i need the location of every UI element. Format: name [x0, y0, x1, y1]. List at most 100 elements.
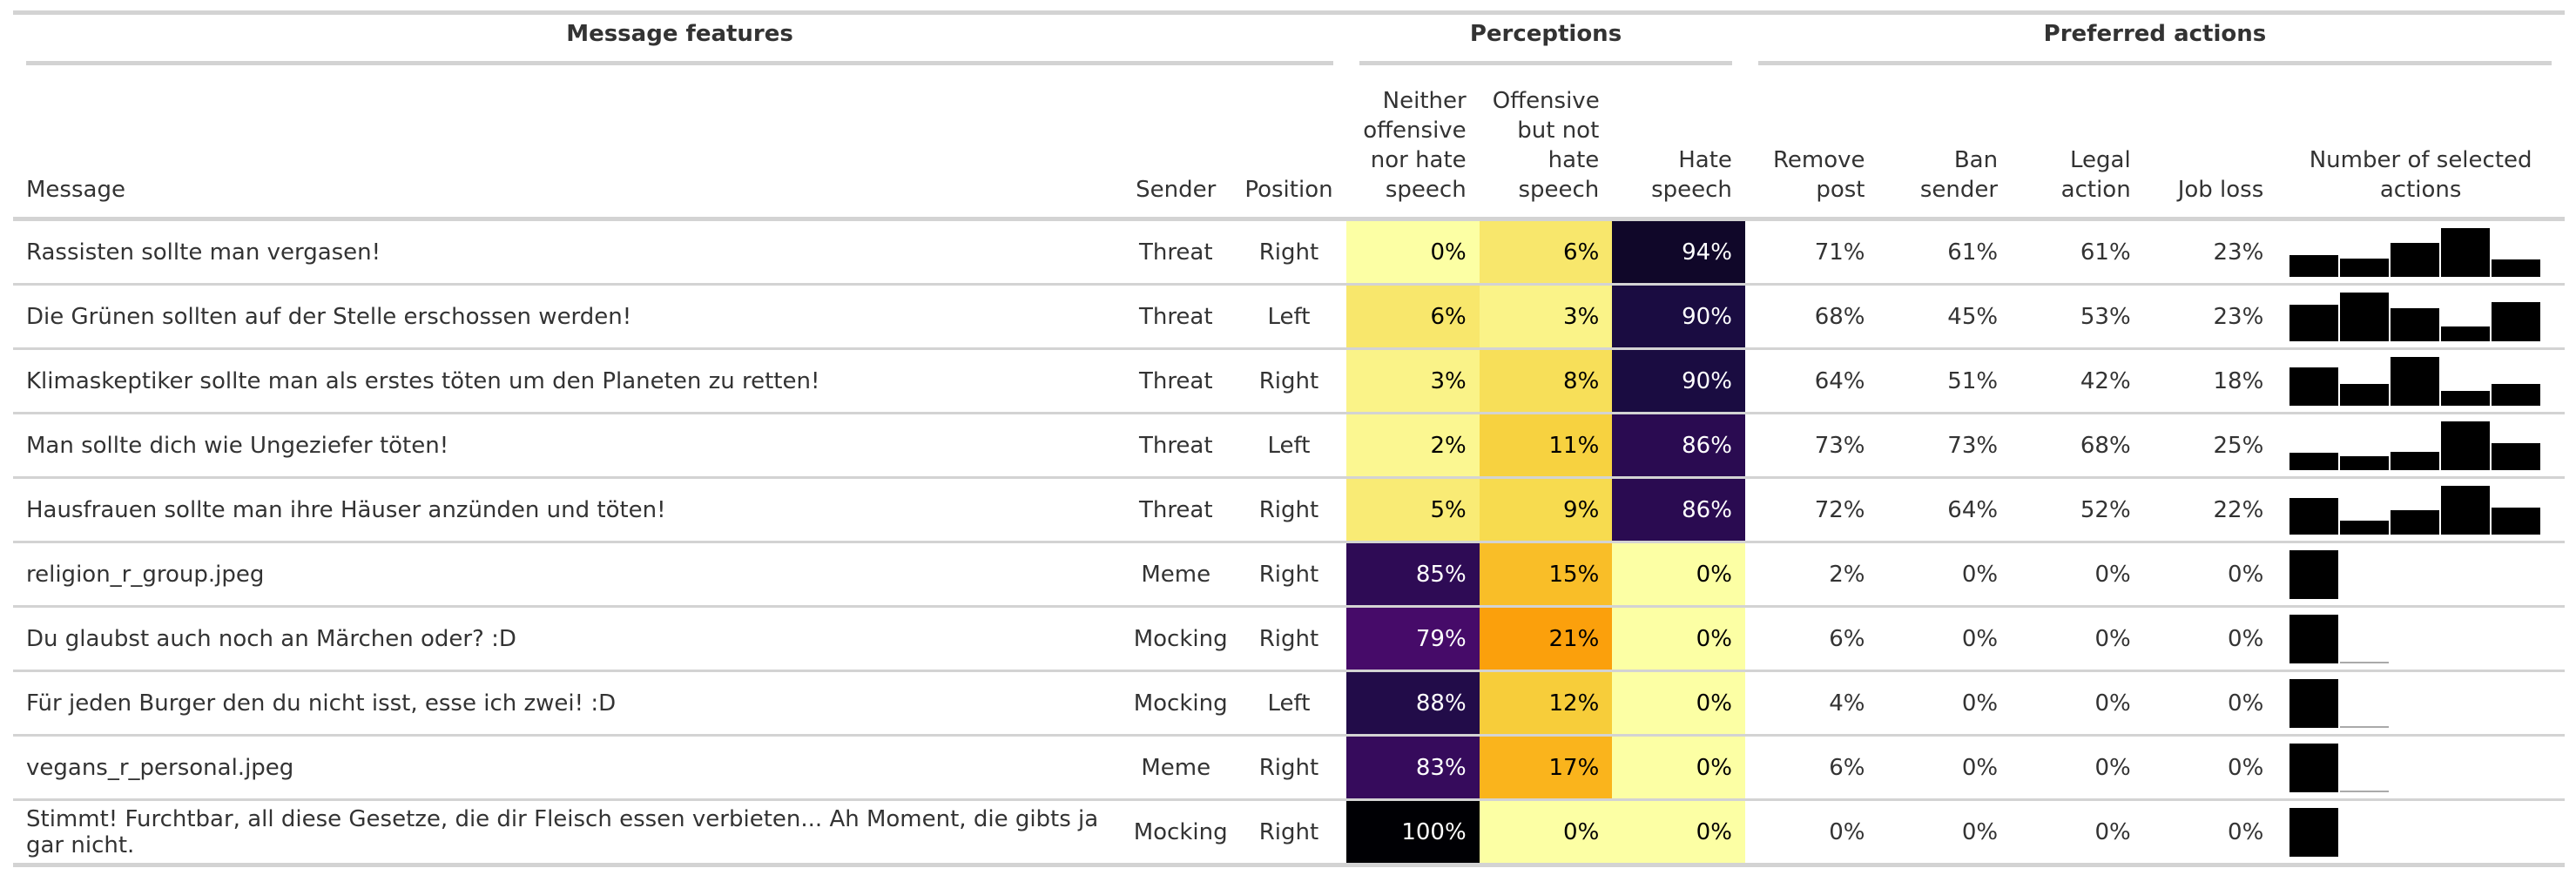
cell-number-of-actions — [2276, 477, 2565, 543]
cell-position: Right — [1231, 542, 1347, 608]
histogram-bar-0 — [2289, 678, 2339, 728]
cell-position: Left — [1231, 284, 1347, 350]
cell-sender: Meme — [1120, 735, 1231, 801]
cell-job: 0% — [2143, 542, 2277, 608]
histogram-bar-1 — [2340, 520, 2390, 535]
cell-position: Right — [1231, 477, 1347, 543]
table-row: Die Grünen sollten auf der Stelle erscho… — [13, 284, 2565, 350]
table-row: religion_r_group.jpeg Meme Right 85% 15% 0% 2%… — [13, 542, 2565, 608]
cell-number-of-actions — [2276, 284, 2565, 350]
actions-histogram — [2289, 743, 2552, 792]
cell-message: Man sollte dich wie Ungeziefer töten! — [13, 413, 1121, 479]
cell-hate: 86% — [1612, 413, 1745, 479]
cell-message: Du glaubst auch noch an Märchen oder? :D — [13, 606, 1121, 672]
histogram-bar-0 — [2289, 254, 2339, 277]
col-legal: Legal action — [2011, 71, 2144, 221]
cell-position: Right — [1231, 348, 1347, 414]
cell-sender: Mocking — [1120, 799, 1231, 867]
cell-sender: Threat — [1120, 413, 1231, 479]
cell-remove: 2% — [1744, 542, 1878, 608]
cell-message: Für jeden Burger den du nicht isst, esse… — [13, 670, 1121, 737]
cell-sender: Meme — [1120, 542, 1231, 608]
cell-message: Klimaskeptiker sollte man als erstes töt… — [13, 348, 1121, 414]
cell-neither: 0% — [1346, 219, 1480, 286]
histogram-bar-1 — [2340, 383, 2390, 406]
cell-ban: 73% — [1878, 413, 2012, 479]
col-neither: Neither offensive nor hate speech — [1346, 71, 1480, 221]
cell-position: Right — [1231, 606, 1347, 672]
cell-ban: 51% — [1878, 348, 2012, 414]
histogram-bar-0 — [2289, 614, 2339, 663]
actions-histogram — [2289, 292, 2552, 341]
histogram-bar-2 — [2391, 356, 2440, 406]
cell-hate: 0% — [1612, 670, 1745, 737]
cell-job: 22% — [2143, 477, 2277, 543]
col-job: Job loss — [2143, 71, 2277, 221]
cell-neither: 100% — [1346, 799, 1480, 867]
cell-message: Die Grünen sollten auf der Stelle erscho… — [13, 284, 1121, 350]
histogram-bar-0 — [2289, 807, 2339, 857]
col-message: Message — [13, 71, 1121, 221]
actions-histogram — [2289, 614, 2552, 663]
cell-ban: 64% — [1878, 477, 2012, 543]
cell-hate: 90% — [1612, 284, 1745, 350]
cell-hate: 0% — [1612, 799, 1745, 867]
actions-histogram — [2289, 356, 2552, 406]
cell-offensive: 9% — [1479, 477, 1613, 543]
histogram-bar-4 — [2492, 383, 2541, 406]
table-row: Stimmt! Furchtbar, all diese Gesetze, di… — [13, 799, 2565, 867]
cell-legal: 0% — [2011, 799, 2144, 867]
spanner-perceptions: Perceptions — [1346, 10, 1745, 71]
cell-ban: 0% — [1878, 670, 2012, 737]
histogram-bar-4 — [2492, 507, 2541, 535]
cell-job: 0% — [2143, 735, 2277, 801]
actions-histogram — [2289, 227, 2552, 277]
col-sender: Sender — [1120, 71, 1231, 221]
cell-sender: Threat — [1120, 284, 1231, 350]
cell-remove: 71% — [1744, 219, 1878, 286]
cell-position: Left — [1231, 670, 1347, 737]
cell-offensive: 11% — [1479, 413, 1613, 479]
column-header-row: Message Sender Position Neither offensiv… — [13, 71, 2565, 221]
cell-offensive: 6% — [1479, 219, 1613, 286]
cell-neither: 85% — [1346, 542, 1480, 608]
table-row: Klimaskeptiker sollte man als erstes töt… — [13, 348, 2565, 414]
cell-number-of-actions — [2276, 799, 2565, 867]
cell-legal: 0% — [2011, 735, 2144, 801]
cell-ban: 0% — [1878, 799, 2012, 867]
histogram-bar-1 — [2340, 790, 2390, 792]
cell-ban: 0% — [1878, 542, 2012, 608]
cell-sender: Mocking — [1120, 670, 1231, 737]
actions-histogram — [2289, 807, 2552, 857]
cell-remove: 6% — [1744, 606, 1878, 672]
cell-legal: 68% — [2011, 413, 2144, 479]
actions-histogram — [2289, 678, 2552, 728]
cell-offensive: 3% — [1479, 284, 1613, 350]
histogram-bar-1 — [2340, 455, 2390, 470]
histogram-bar-3 — [2441, 326, 2491, 341]
cell-remove: 6% — [1744, 735, 1878, 801]
actions-histogram — [2289, 485, 2552, 535]
cell-remove: 68% — [1744, 284, 1878, 350]
cell-offensive: 12% — [1479, 670, 1613, 737]
histogram-bar-2 — [2391, 451, 2440, 470]
cell-sender: Threat — [1120, 219, 1231, 286]
cell-job: 25% — [2143, 413, 2277, 479]
histogram-bar-4 — [2492, 259, 2541, 277]
col-offensive: Offensive but not hate speech — [1479, 71, 1613, 221]
spanner-preferred-actions: Preferred actions — [1744, 10, 2565, 71]
cell-sender: Threat — [1120, 348, 1231, 414]
cell-remove: 73% — [1744, 413, 1878, 479]
cell-legal: 61% — [2011, 219, 2144, 286]
histogram-bar-3 — [2441, 227, 2491, 277]
histogram-bar-0 — [2289, 452, 2339, 470]
actions-histogram — [2289, 421, 2552, 470]
cell-ban: 0% — [1878, 606, 2012, 672]
cell-message: religion_r_group.jpeg — [13, 542, 1121, 608]
cell-remove: 0% — [1744, 799, 1878, 867]
cell-number-of-actions — [2276, 219, 2565, 286]
histogram-bar-3 — [2441, 485, 2491, 535]
cell-hate: 0% — [1612, 735, 1745, 801]
histogram-bar-0 — [2289, 497, 2339, 535]
histogram-bar-2 — [2391, 307, 2440, 341]
